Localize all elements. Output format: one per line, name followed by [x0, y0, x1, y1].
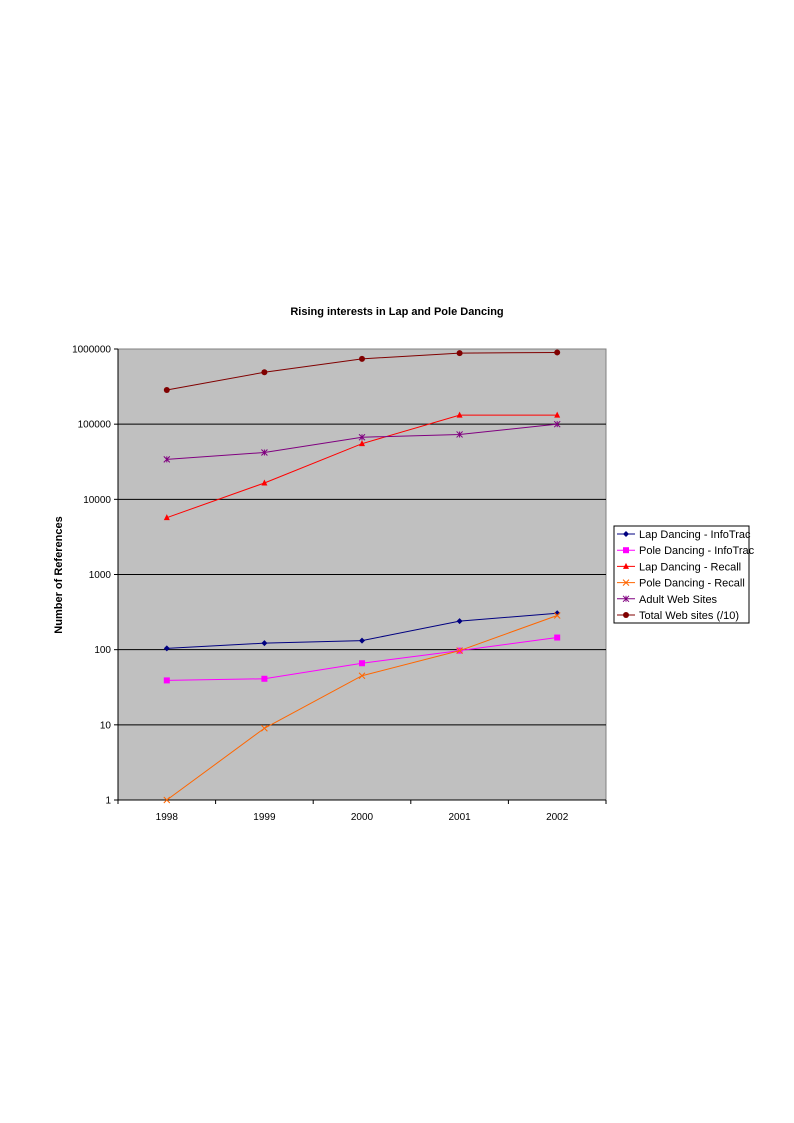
y-tick-label: 1000000	[72, 345, 111, 356]
legend-marker	[623, 531, 629, 537]
legend: Lap Dancing - InfoTrac Pole Dancing - Inf…	[613, 525, 755, 624]
legend-entry: Pole Dancing - InfoTrac	[617, 545, 755, 557]
data-point	[456, 431, 463, 438]
legend-entry: Lap Dancing - Recall	[617, 561, 741, 573]
y-tick-label: 10	[100, 720, 112, 731]
data-point	[554, 610, 561, 617]
data-point	[163, 796, 171, 804]
series-layer	[163, 349, 561, 804]
y-tick-label: 10000	[83, 495, 111, 506]
legend-label: Pole Dancing - Recall	[639, 578, 745, 590]
legend-marker	[623, 562, 629, 569]
legend-marker	[622, 579, 630, 586]
data-point	[554, 349, 561, 356]
y-tick-label: 100	[94, 645, 111, 656]
y-axis-title: Number of References	[53, 516, 65, 633]
data-point	[261, 449, 268, 456]
data-point	[163, 456, 171, 463]
legend-label: Total Web sites (/10)	[639, 610, 739, 622]
x-tick-label: 2002	[546, 812, 569, 823]
legend-label: Lap Dancing - InfoTrac	[639, 529, 751, 541]
data-point	[163, 514, 170, 521]
x-tick-label: 1998	[156, 812, 179, 823]
series-2	[163, 411, 561, 521]
series-3	[163, 612, 561, 804]
legend-label: Pole Dancing - InfoTrac	[639, 545, 755, 557]
legend-marker	[623, 547, 629, 554]
data-point	[456, 618, 463, 625]
y-tick-label: 1	[105, 796, 111, 807]
data-point	[456, 411, 463, 418]
data-point	[261, 479, 268, 486]
data-point	[261, 724, 268, 732]
legend-label: Lap Dancing - Recall	[639, 561, 741, 573]
chart-title: Rising interests in Lap and Pole Dancing	[290, 306, 503, 318]
legend-label: Adult Web Sites	[639, 594, 718, 606]
legend-marker	[623, 612, 629, 618]
gridlines	[118, 423, 606, 726]
series-4	[163, 420, 561, 463]
data-point	[456, 647, 463, 655]
legend-entry: Adult Web Sites	[617, 594, 718, 606]
x-tick-label: 2001	[448, 812, 471, 823]
x-tick-label: 2000	[351, 812, 374, 823]
series-0	[163, 610, 561, 652]
y-tick-label: 100000	[78, 420, 112, 431]
data-point	[261, 369, 268, 376]
data-point	[554, 411, 561, 418]
series-5	[163, 349, 561, 393]
data-point	[163, 645, 170, 652]
x-tick-label: 1999	[253, 812, 276, 823]
y-tick-label: 1000	[89, 570, 112, 581]
data-point	[359, 660, 365, 667]
axes	[114, 348, 607, 804]
data-point	[554, 634, 561, 641]
data-point	[553, 612, 561, 619]
legend-box	[613, 525, 750, 624]
data-point	[163, 386, 170, 393]
data-point	[358, 672, 366, 680]
x-tick-labels: 1998 1999 2000 2001 2002	[156, 812, 569, 823]
data-point	[359, 355, 365, 362]
data-point	[456, 350, 463, 357]
data-point	[261, 640, 268, 647]
legend-entry: Lap Dancing - InfoTrac	[617, 529, 751, 541]
data-point	[358, 433, 366, 441]
data-point	[261, 675, 268, 682]
y-tick-labels: 1 10 100 1000 10000 100000 1000000	[72, 345, 111, 807]
data-point	[359, 637, 365, 644]
legend-marker	[622, 595, 630, 603]
data-point	[359, 440, 365, 447]
data-point	[163, 677, 170, 684]
legend-entry: Pole Dancing - Recall	[617, 578, 745, 590]
data-point	[553, 420, 561, 428]
legend-entry: Total Web sites (/10)	[617, 610, 739, 622]
